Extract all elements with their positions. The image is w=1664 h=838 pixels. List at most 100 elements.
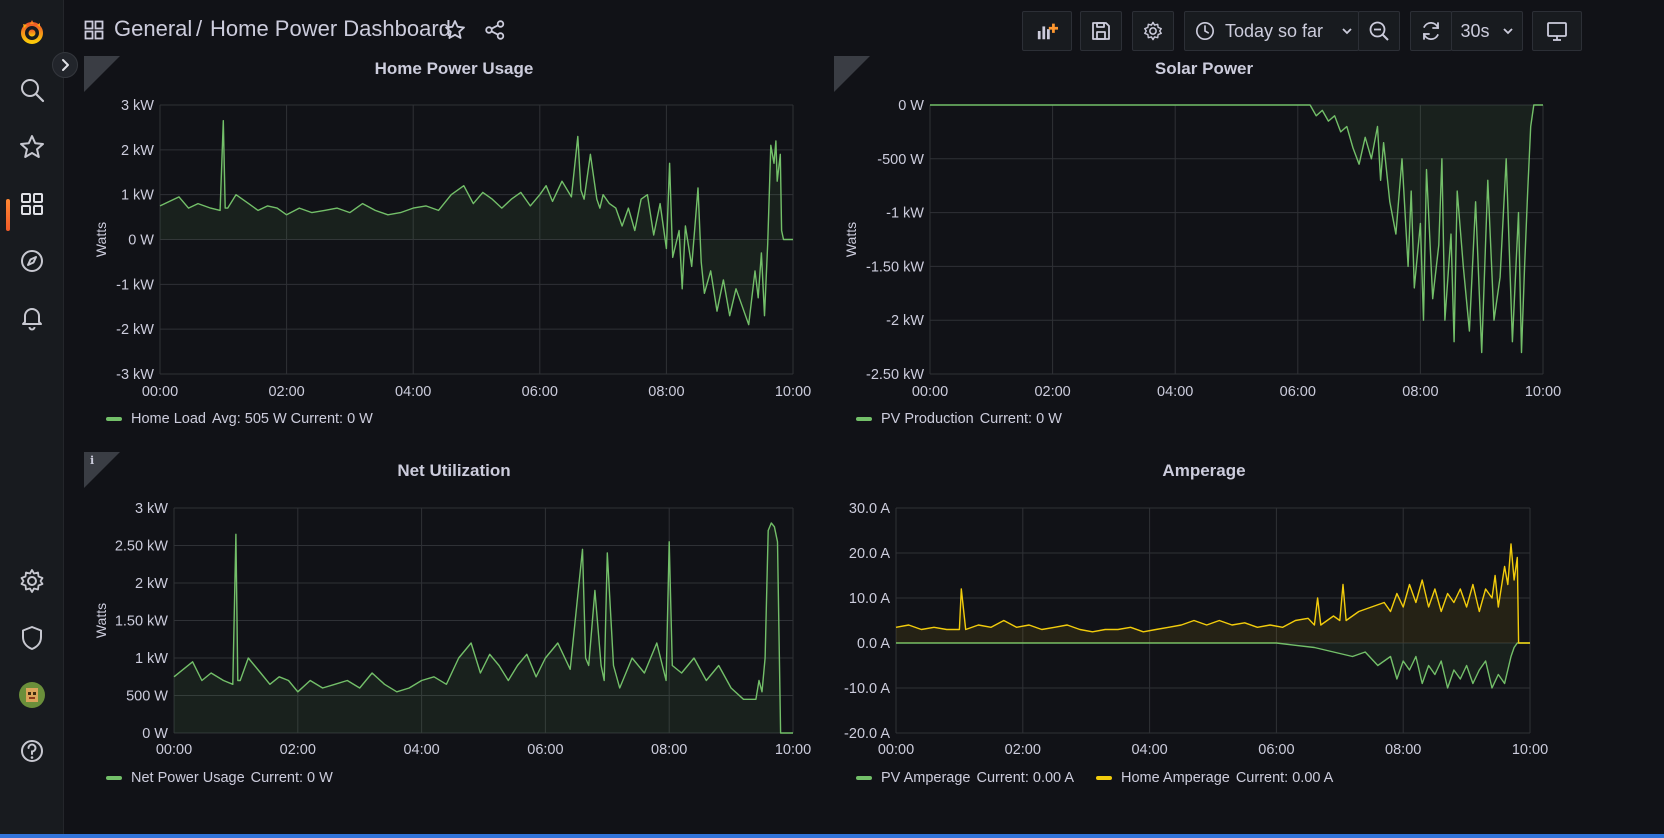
save-dashboard-button[interactable] bbox=[1080, 11, 1122, 51]
y-tick-label: 0 W bbox=[898, 98, 924, 114]
grafana-logo-icon[interactable] bbox=[14, 14, 50, 50]
legend-swatch bbox=[856, 776, 872, 780]
y-tick-label: -500 W bbox=[877, 152, 924, 168]
help-icon[interactable] bbox=[14, 733, 50, 769]
home-power-usage-panel[interactable]: Home Power Usage 3 kW 2 kW 1 kW 0 W -1 kW -2 … bbox=[84, 56, 824, 448]
chart-legend: PV Amperage Current: 0.00 A Home Amperag… bbox=[856, 770, 1333, 786]
legend-label-pv-production[interactable]: PV Production bbox=[881, 411, 974, 427]
search-icon[interactable] bbox=[14, 72, 50, 108]
settings-gear-icon bbox=[1144, 21, 1162, 41]
x-tick-label: 06:00 bbox=[527, 742, 563, 758]
share-icon[interactable] bbox=[484, 19, 506, 41]
configuration-gear-icon[interactable] bbox=[14, 563, 50, 599]
save-icon bbox=[1092, 22, 1110, 40]
legend-label-home-amperage[interactable]: Home Amperage bbox=[1121, 770, 1230, 786]
y-tick-label: 10.0 A bbox=[849, 591, 890, 607]
star-icon[interactable] bbox=[444, 19, 466, 41]
amperage-panel[interactable]: Amperage 30.0 A 20.0 A 10.0 A 0.0 A -10.0 A -… bbox=[834, 452, 1574, 836]
x-tick-label: 04:00 bbox=[1131, 742, 1167, 758]
legend-swatch bbox=[856, 417, 872, 421]
tv-mode-button[interactable] bbox=[1532, 11, 1582, 51]
refresh-interval-picker[interactable]: 30s bbox=[1451, 11, 1523, 51]
net-utilization-panel[interactable]: i Net Utilization 3 kW 2.50 kW 2 kW 1.50 kW… bbox=[84, 452, 824, 836]
y-tick-label: -10.0 A bbox=[844, 681, 890, 697]
x-tick-label: 06:00 bbox=[522, 384, 558, 400]
panel-title[interactable]: Net Utilization bbox=[397, 461, 511, 480]
breadcrumb-folder[interactable]: General bbox=[114, 16, 193, 41]
y-tick-label: -20.0 A bbox=[844, 726, 890, 742]
x-tick-label: 00:00 bbox=[912, 384, 948, 400]
clock-icon bbox=[1196, 22, 1214, 40]
legend-label-home-load[interactable]: Home Load bbox=[131, 411, 206, 427]
series-area-net-power-usage bbox=[174, 523, 793, 733]
x-tick-label: 00:00 bbox=[156, 742, 192, 758]
x-tick-label: 02:00 bbox=[280, 742, 316, 758]
add-panel-button[interactable] bbox=[1022, 11, 1072, 51]
refresh-icon bbox=[1423, 22, 1439, 40]
starred-icon[interactable] bbox=[14, 129, 50, 165]
x-tick-label: 08:00 bbox=[651, 742, 687, 758]
alerting-bell-icon[interactable] bbox=[14, 299, 50, 335]
dashboards-icon[interactable] bbox=[14, 186, 50, 222]
x-tick-label: 04:00 bbox=[403, 742, 439, 758]
panel-info-corner[interactable] bbox=[84, 56, 120, 92]
monitor-icon bbox=[1547, 22, 1567, 41]
dashboard-settings-button[interactable] bbox=[1132, 11, 1174, 51]
panel-title[interactable]: Solar Power bbox=[1154, 59, 1254, 78]
top-nav-bar: General / Home Power Dashboard Today so … bbox=[64, 0, 1664, 60]
y-axis-label: Watts bbox=[93, 603, 109, 638]
zoom-out-icon bbox=[1369, 21, 1389, 41]
breadcrumb-separator: / bbox=[196, 16, 203, 41]
user-avatar[interactable] bbox=[14, 677, 50, 713]
panel-title[interactable]: Amperage bbox=[1162, 461, 1246, 480]
refresh-button[interactable] bbox=[1410, 11, 1452, 51]
x-tick-label: 04:00 bbox=[1157, 384, 1193, 400]
info-icon[interactable]: i bbox=[90, 454, 95, 467]
legend-label-net-power[interactable]: Net Power Usage bbox=[131, 770, 245, 786]
series-line-net-power-usage bbox=[173, 522, 793, 734]
y-tick-label: -3 kW bbox=[116, 367, 154, 383]
panel-title[interactable]: Home Power Usage bbox=[374, 59, 534, 78]
x-tick-label: 02:00 bbox=[1034, 384, 1070, 400]
y-tick-label: 2 kW bbox=[135, 576, 168, 592]
legend-label-pv-amperage[interactable]: PV Amperage bbox=[881, 770, 971, 786]
chevron-down-icon bbox=[1342, 28, 1352, 35]
explore-compass-icon[interactable] bbox=[14, 243, 50, 279]
panel-info-corner[interactable] bbox=[84, 452, 120, 488]
legend-stats: Avg: 505 W Current: 0 W bbox=[211, 411, 373, 427]
x-tick-label: 06:00 bbox=[1280, 384, 1316, 400]
x-tick-label: 00:00 bbox=[142, 384, 178, 400]
add-panel-icon bbox=[1037, 23, 1058, 40]
legend-swatch bbox=[1096, 776, 1113, 780]
x-tick-label: 08:00 bbox=[1385, 742, 1421, 758]
net-utilization-chart[interactable]: 3 kW 2.50 kW 2 kW 1.50 kW 1 kW 500 W 0 W00:00 0… bbox=[84, 452, 824, 802]
solar-power-panel[interactable]: Solar Power 0 W -500 W -1 kW -1.50 kW -2 kW -… bbox=[834, 56, 1574, 448]
y-tick-label: 2 kW bbox=[121, 143, 154, 159]
series-line-home-load bbox=[159, 119, 793, 326]
y-tick-label: 0 W bbox=[142, 726, 168, 742]
time-range-label: Today so far bbox=[1225, 20, 1324, 41]
server-admin-shield-icon[interactable] bbox=[14, 620, 50, 656]
panel-info-corner[interactable] bbox=[834, 56, 870, 92]
dashboard-title[interactable]: Home Power Dashboard bbox=[210, 16, 451, 41]
series-area-pv-production bbox=[930, 105, 1543, 353]
zoom-out-button[interactable] bbox=[1358, 11, 1400, 51]
refresh-interval-label: 30s bbox=[1460, 20, 1490, 41]
x-tick-label: 00:00 bbox=[878, 742, 914, 758]
y-tick-label: -1.50 kW bbox=[866, 259, 924, 275]
series-area-home-load bbox=[160, 120, 793, 325]
solar-power-chart[interactable]: 0 W -500 W -1 kW -1.50 kW -2 kW -2.50 kW00:00… bbox=[834, 56, 1574, 406]
y-axis-label: Watts bbox=[93, 222, 109, 257]
y-tick-label: -1 kW bbox=[116, 277, 154, 293]
series-area-pv-amperage bbox=[896, 643, 1530, 688]
x-tick-label: 02:00 bbox=[1005, 742, 1041, 758]
y-tick-label: 1 kW bbox=[135, 651, 168, 667]
x-tick-label: 10:00 bbox=[1512, 742, 1548, 758]
x-tick-label: 04:00 bbox=[395, 384, 431, 400]
y-tick-label: 1.50 kW bbox=[115, 614, 168, 630]
amperage-chart[interactable]: 30.0 A 20.0 A 10.0 A 0.0 A -10.0 A -20.0 A00:… bbox=[834, 452, 1574, 802]
expand-sidebar-button[interactable] bbox=[52, 52, 78, 78]
time-range-picker[interactable]: Today so far bbox=[1184, 11, 1359, 51]
legend-stats: Current: 0 W bbox=[250, 770, 333, 786]
